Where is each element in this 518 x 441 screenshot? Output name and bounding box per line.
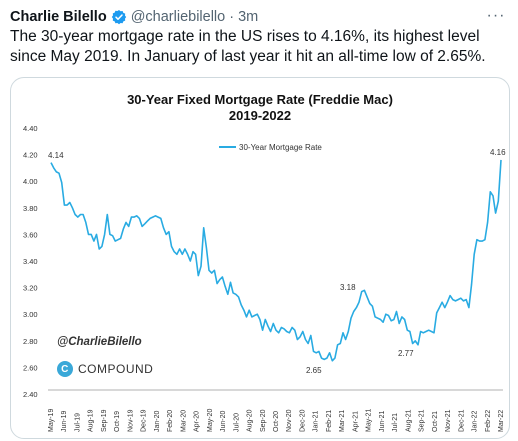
y-tick-label: 3.00 bbox=[23, 310, 38, 319]
x-tick-label: Dec-19 bbox=[141, 409, 148, 432]
tweet-timestamp[interactable]: 3m bbox=[238, 9, 259, 25]
author-name[interactable]: Charlie Bilello bbox=[10, 9, 107, 25]
x-tick-label: Jul-21 bbox=[392, 413, 399, 432]
x-tick-label: Dec-20 bbox=[299, 409, 306, 432]
author-handle[interactable]: @charliebilello bbox=[130, 9, 226, 25]
y-tick-label: 2.60 bbox=[23, 363, 38, 372]
x-tick-label: Sep-19 bbox=[101, 409, 108, 432]
annotation-aug21-low: 2.77 bbox=[398, 349, 414, 358]
tweet-text: The 30-year mortgage rate in the US rise… bbox=[10, 28, 486, 65]
chart-title: 30-Year Fixed Mortgage Rate (Freddie Mac… bbox=[127, 92, 393, 107]
x-tick-label: Nov-21 bbox=[445, 409, 452, 432]
x-tick-label: Nov-20 bbox=[286, 409, 293, 432]
y-tick-label: 2.80 bbox=[23, 337, 38, 346]
verified-badge-icon bbox=[111, 10, 126, 25]
separator-dot: · bbox=[229, 9, 235, 25]
x-tick-label: Feb-20 bbox=[167, 410, 174, 432]
x-tick-label: Mar-22 bbox=[498, 410, 505, 432]
x-tick-label: Nov-19 bbox=[127, 409, 134, 432]
y-tick-label: 4.00 bbox=[23, 177, 38, 186]
x-tick-label: Apr-21 bbox=[352, 411, 359, 432]
x-tick-label: Aug-19 bbox=[88, 409, 95, 432]
annotation-start: 4.14 bbox=[48, 151, 64, 160]
y-tick-label: 3.20 bbox=[23, 284, 38, 293]
y-tick-label: 3.80 bbox=[23, 204, 38, 213]
legend: 30-Year Mortgage Rate bbox=[219, 143, 322, 152]
tweet-header: Charlie Bilello @charliebilello · 3m bbox=[10, 6, 258, 28]
x-tick-label: Oct-20 bbox=[273, 411, 280, 432]
annotation-mar21-high: 3.18 bbox=[340, 283, 356, 292]
x-tick-label: Jan-20 bbox=[154, 410, 161, 432]
x-tick-label: Jul-19 bbox=[74, 413, 81, 432]
y-tick-label: 4.40 bbox=[23, 124, 38, 133]
x-tick-label: May-21 bbox=[366, 409, 373, 432]
watermark-handle: @CharlieBilello bbox=[57, 336, 142, 348]
compound-brand-text: COMPOUND bbox=[78, 362, 154, 376]
x-tick-label: Sep-21 bbox=[419, 409, 426, 432]
x-tick-label: Feb-22 bbox=[485, 410, 492, 432]
y-tick-label: 2.40 bbox=[23, 390, 38, 399]
x-tick-label: Feb-21 bbox=[326, 410, 333, 432]
x-tick-label: May-20 bbox=[207, 409, 214, 432]
x-tick-label: Jun-19 bbox=[61, 410, 68, 432]
series-line-30yr-rate bbox=[50, 159, 502, 362]
x-tick-label: May-19 bbox=[48, 409, 55, 432]
legend-label: 30-Year Mortgage Rate bbox=[239, 143, 322, 152]
y-tick-label: 4.20 bbox=[23, 151, 38, 160]
y-tick-label: 3.40 bbox=[23, 257, 38, 266]
x-tick-label: Aug-20 bbox=[247, 409, 254, 432]
chart-image[interactable]: 30-Year Fixed Mortgage Rate (Freddie Mac… bbox=[10, 77, 510, 439]
x-tick-label: Sep-20 bbox=[260, 409, 267, 432]
chart-subtitle: 2019-2022 bbox=[229, 108, 291, 123]
more-options-icon[interactable]: ··· bbox=[486, 7, 506, 24]
mortgage-rate-chart: 30-Year Fixed Mortgage Rate (Freddie Mac… bbox=[23, 92, 506, 432]
y-tick-label: 3.60 bbox=[23, 230, 38, 239]
annotation-low: 2.65 bbox=[306, 366, 322, 375]
x-tick-label: Jan-22 bbox=[472, 410, 479, 432]
x-tick-label: Dec-21 bbox=[458, 409, 465, 432]
x-tick-label: Mar-20 bbox=[180, 410, 187, 432]
annotation-end: 4.16 bbox=[490, 148, 506, 157]
x-tick-label: Jun-21 bbox=[379, 410, 386, 432]
compound-logo: C COMPOUND bbox=[57, 361, 153, 377]
x-tick-label: Jan-21 bbox=[313, 410, 320, 432]
x-tick-label: Jun-20 bbox=[220, 410, 227, 432]
x-tick-label: Jul-20 bbox=[233, 413, 240, 432]
x-tick-label: Oct-19 bbox=[114, 411, 121, 432]
x-tick-label: Apr-20 bbox=[194, 411, 201, 432]
x-tick-label: Oct-21 bbox=[432, 411, 439, 432]
x-tick-label: Aug-21 bbox=[405, 409, 412, 432]
x-tick-label: Mar-21 bbox=[339, 410, 346, 432]
compound-logo-icon: C bbox=[57, 361, 73, 377]
